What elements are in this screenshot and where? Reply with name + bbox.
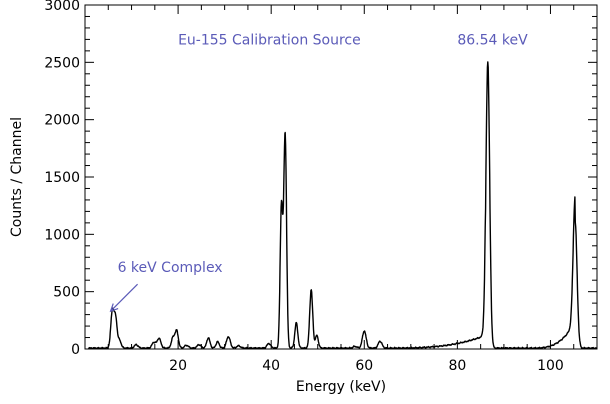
y-tick-label: 2000 — [44, 113, 80, 129]
x-tick-label: 80 — [448, 358, 466, 374]
y-tick-label: 1000 — [44, 227, 80, 243]
ticks-layer — [84, 4, 598, 350]
annotation-peak-label: 86.54 keV — [457, 32, 528, 48]
annotation-6kev-complex: 6 keV Complex — [118, 260, 223, 276]
x-tick-label: 20 — [169, 358, 187, 374]
y-tick-label: 500 — [53, 285, 80, 301]
x-tick-label: 100 — [537, 358, 564, 374]
plot-frame — [84, 4, 598, 350]
y-tick-label: 2500 — [44, 55, 80, 71]
annotation-arrow-head — [109, 303, 119, 313]
annotation-arrow-line — [110, 283, 139, 312]
x-tick-label: 60 — [355, 358, 373, 374]
axes-layer — [84, 4, 598, 350]
spectrum-line — [87, 61, 598, 350]
x-tick-label: 40 — [262, 358, 280, 374]
y-axis-label: Counts / Channel — [9, 117, 25, 237]
annotation-title: Eu-155 Calibration Source — [178, 32, 361, 48]
y-tick-label: 1500 — [44, 170, 80, 186]
plot-layer — [87, 61, 598, 350]
y-tick-label: 0 — [71, 342, 80, 358]
y-tick-label: 3000 — [44, 0, 80, 14]
x-axis-label: Energy (keV) — [296, 379, 386, 395]
